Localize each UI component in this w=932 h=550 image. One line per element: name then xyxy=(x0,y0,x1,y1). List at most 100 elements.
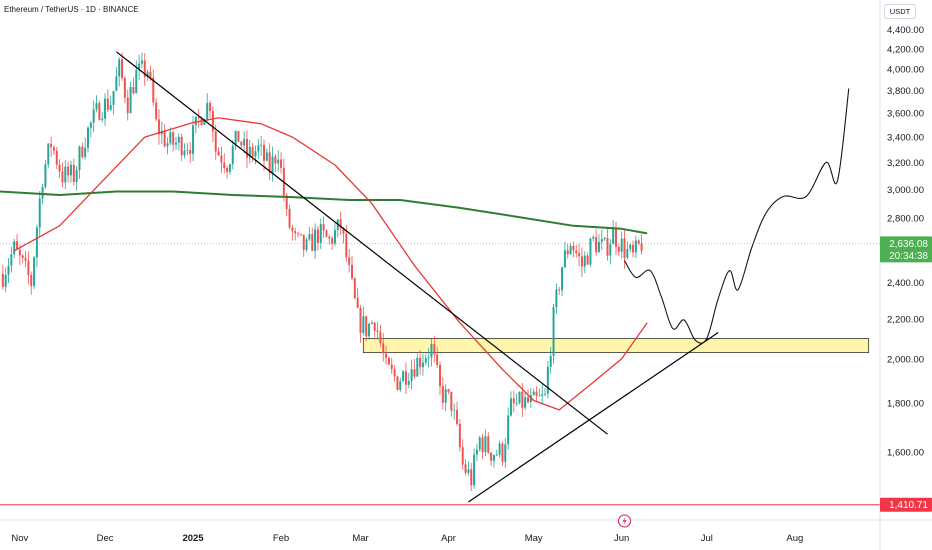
candle-body xyxy=(524,397,527,408)
candle-body xyxy=(467,469,470,473)
ascending-trendline[interactable] xyxy=(468,332,719,503)
candle-body xyxy=(61,171,64,183)
candle-body xyxy=(402,371,405,382)
candle-body xyxy=(507,415,510,445)
candle-body xyxy=(163,130,166,147)
candle-body xyxy=(203,119,206,125)
candle-body xyxy=(387,357,390,365)
candle-body xyxy=(475,449,478,455)
candle-body xyxy=(416,357,419,377)
candle-body xyxy=(299,233,302,235)
candle-body xyxy=(149,71,152,78)
projected-price-path[interactable] xyxy=(624,88,850,344)
price-tick-label: 3,000.00 xyxy=(887,185,924,196)
candle-body xyxy=(129,87,132,114)
support-zone-rectangle[interactable] xyxy=(362,338,870,354)
candle-body xyxy=(104,98,107,119)
time-tick-label: Jun xyxy=(614,533,629,544)
candle-body xyxy=(1,274,4,287)
candle-body xyxy=(450,391,453,411)
price-tick-label: 2,200.00 xyxy=(887,315,924,326)
candle-body xyxy=(331,238,334,244)
candle-body xyxy=(379,331,382,344)
candle-body xyxy=(396,376,399,390)
candle-body xyxy=(274,156,277,164)
candle-body xyxy=(609,244,612,256)
candle-body xyxy=(177,136,180,143)
candle-body xyxy=(552,307,555,356)
candle-body xyxy=(140,60,143,64)
candle-body xyxy=(121,59,124,79)
candle-body xyxy=(481,437,484,453)
candle-body xyxy=(4,274,7,287)
candle-body xyxy=(50,143,53,148)
candle-body xyxy=(413,369,416,377)
candle-body xyxy=(561,267,564,291)
candle-body xyxy=(509,398,512,416)
candle-body xyxy=(498,443,501,455)
candle-body xyxy=(280,159,283,168)
candle-body xyxy=(365,316,368,337)
candle-body xyxy=(84,147,87,158)
candle-body xyxy=(35,227,38,258)
candle-body xyxy=(21,255,24,258)
candle-body xyxy=(305,239,308,250)
candle-body xyxy=(419,357,422,368)
candle-body xyxy=(126,97,129,114)
chart-title: Ethereum / TetherUS · 1D · BINANCE xyxy=(4,5,139,14)
descending-trendline[interactable] xyxy=(116,51,608,435)
candle-body xyxy=(220,155,223,163)
candle-body xyxy=(487,436,490,453)
candle-body xyxy=(18,249,21,256)
candle-body xyxy=(16,241,19,250)
candle-body xyxy=(592,237,595,239)
candle-body xyxy=(58,164,61,172)
candle-body xyxy=(532,391,535,396)
candle-body xyxy=(302,234,305,250)
price-tick-label: 4,200.00 xyxy=(887,44,924,55)
candle-body xyxy=(223,162,226,168)
candle-body xyxy=(390,364,393,370)
short-moving-average-line[interactable] xyxy=(13,117,648,411)
candle-body xyxy=(297,233,300,235)
candle-body xyxy=(345,233,348,258)
candle-body xyxy=(106,98,109,110)
candle-body xyxy=(245,139,248,158)
candle-body xyxy=(240,141,243,146)
candle-body xyxy=(319,224,322,243)
candle-body xyxy=(69,164,72,176)
candle-body xyxy=(206,102,209,120)
support-price-value: 1,410.71 xyxy=(889,500,928,511)
candle-body xyxy=(575,250,578,254)
candle-body xyxy=(634,240,637,253)
candle-body xyxy=(382,343,385,354)
candle-body xyxy=(342,228,345,234)
candle-body xyxy=(322,224,325,231)
candle-body xyxy=(186,149,189,151)
candle-body xyxy=(44,164,47,187)
candle-body xyxy=(257,145,260,152)
candle-body xyxy=(421,362,424,368)
candle-body xyxy=(172,132,175,145)
candle-body xyxy=(197,116,200,118)
support-price-tag xyxy=(880,497,932,512)
candle-body xyxy=(277,159,280,164)
candle-body xyxy=(226,167,229,173)
price-tick-label: 3,400.00 xyxy=(887,133,924,144)
candle-body xyxy=(166,143,169,147)
candle-body xyxy=(555,289,558,308)
time-tick-label: Mar xyxy=(352,533,368,544)
currency-button[interactable]: USDT xyxy=(884,4,916,19)
candle-body xyxy=(538,395,541,397)
current-price-value: 2,636.08 xyxy=(889,239,928,250)
price-tick-label: 2,000.00 xyxy=(887,354,924,365)
candle-body xyxy=(180,136,183,156)
candle-body xyxy=(112,90,115,105)
candle-body xyxy=(328,236,331,239)
long-moving-average-line[interactable] xyxy=(0,190,648,235)
candle-body xyxy=(325,230,328,237)
candle-body xyxy=(291,227,294,232)
candle-body xyxy=(263,144,265,161)
candle-body xyxy=(135,69,138,94)
